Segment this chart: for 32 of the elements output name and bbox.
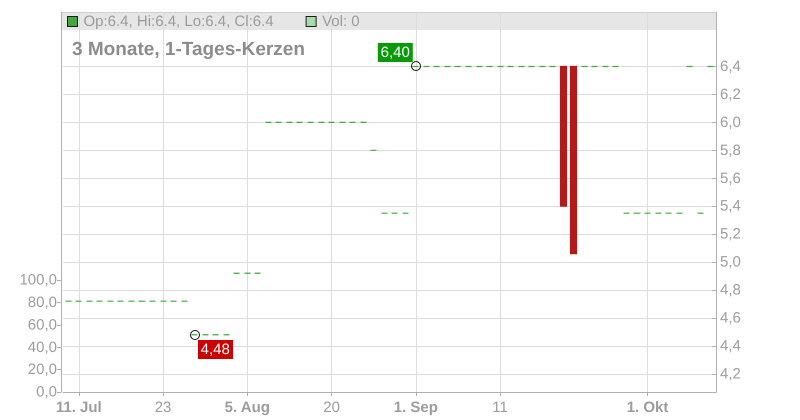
candlestick <box>570 66 578 254</box>
legend-label: Vol: 0 <box>322 13 360 30</box>
x-tick-label: 1. Okt <box>626 399 668 416</box>
y-tick-label: 6,0 <box>720 114 741 131</box>
y2-tick-label: 0,0 <box>36 384 57 400</box>
y-tick-label: 5,2 <box>720 226 741 243</box>
x-tick-label: 11. Jul <box>56 399 102 416</box>
y-tick-label: 6,4 <box>720 58 741 75</box>
y-tick-label: 5,4 <box>720 198 741 215</box>
y-tick-label: 6,2 <box>720 86 741 103</box>
y2-tick-label: 40,0 <box>28 338 57 356</box>
x-tick-label: 23 <box>154 399 172 416</box>
y-tick-label: 4,8 <box>720 282 741 299</box>
y-tick-label: 4,2 <box>720 365 741 382</box>
y-tick-label: 4,6 <box>720 309 741 326</box>
x-tick-label: 5. Aug <box>224 399 270 416</box>
y2-tick-label: 80,0 <box>28 294 57 312</box>
y-tick-label: 4,4 <box>720 337 741 354</box>
legend-label: Op:6.4, Hi:6.4, Lo:6.4, Cl:6.4 <box>84 13 274 30</box>
candlestick <box>560 66 568 207</box>
annotation: 4,48 <box>198 340 233 359</box>
y2-tick-label: 20,0 <box>28 361 57 378</box>
x-tick-label: 1. Sep <box>394 399 438 416</box>
y-tick-label: 5,0 <box>720 254 741 271</box>
y-tick-label: 5,6 <box>720 170 741 187</box>
x-tick-label: 20 <box>323 399 340 416</box>
y-tick-label: 5,8 <box>720 142 741 159</box>
x-tick-label: 11 <box>492 399 508 416</box>
text: 3 Monate, 1-Tages-Kerzen <box>72 39 305 60</box>
y2-tick-label: 100,0 <box>19 272 57 289</box>
annotation: 6,40 <box>378 43 413 62</box>
y2-tick-label: 60,0 <box>28 316 57 334</box>
